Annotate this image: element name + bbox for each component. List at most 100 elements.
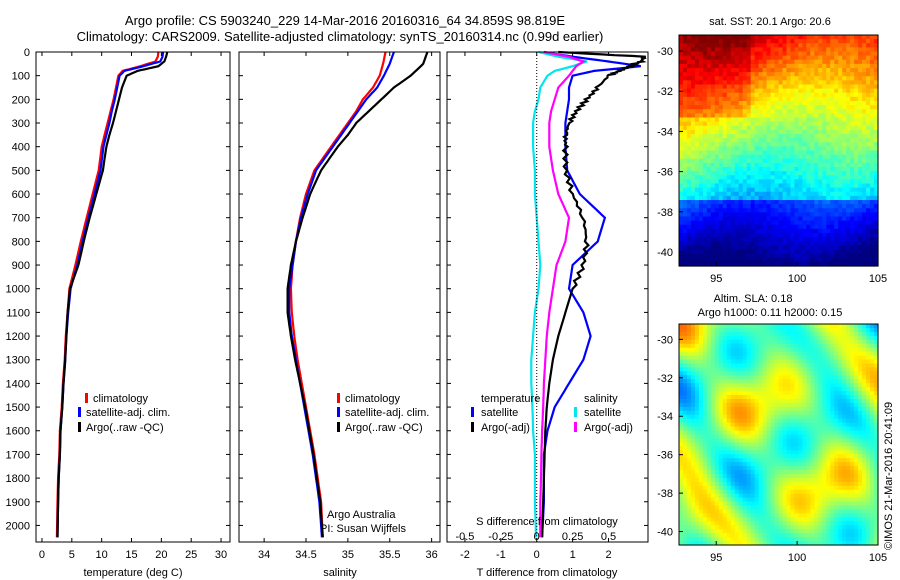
- map-cell: [758, 84, 764, 90]
- map-cell: [874, 134, 879, 139]
- map-cell: [866, 331, 871, 337]
- map-cell: [754, 51, 760, 57]
- map-cell: [822, 113, 827, 119]
- map-cell: [730, 466, 736, 471]
- map-cell: [682, 125, 688, 131]
- map-cell: [830, 391, 835, 396]
- map-cell: [854, 72, 859, 77]
- map-cell: [770, 35, 776, 40]
- map-cell: [714, 204, 720, 209]
- map-cell: [702, 237, 708, 242]
- map-cell: [874, 162, 879, 168]
- map-cell: [754, 257, 760, 263]
- map-cell: [734, 146, 740, 152]
- map-cell: [770, 105, 776, 110]
- map-cell: [774, 55, 780, 61]
- map-cell: [730, 261, 736, 267]
- map-cell: [750, 473, 756, 479]
- map-cell: [682, 134, 688, 139]
- map-cell: [826, 51, 831, 57]
- map-cell: [730, 458, 736, 463]
- map-cell: [790, 195, 796, 201]
- map-cell: [786, 204, 792, 209]
- map-cell: [762, 245, 768, 251]
- map-cell: [766, 43, 772, 48]
- map-cell: [810, 327, 815, 333]
- map-cell: [778, 335, 784, 341]
- map-cell: [746, 422, 752, 428]
- map-cell: [778, 339, 784, 345]
- map-cell: [754, 35, 760, 40]
- map-cell: [794, 162, 799, 168]
- map-cell: [810, 162, 815, 168]
- map-cell: [826, 347, 831, 353]
- map-cell: [846, 351, 851, 357]
- map-cell: [679, 220, 684, 226]
- map-cell: [870, 391, 875, 396]
- map-cell: [870, 129, 875, 135]
- map-cell: [814, 80, 819, 86]
- map-cell: [826, 167, 831, 172]
- map-cell: [706, 363, 712, 369]
- map-cell: [794, 470, 799, 475]
- map-cell: [746, 92, 752, 98]
- map-cell: [682, 228, 688, 234]
- map-cell: [778, 63, 784, 69]
- map-cell: [794, 371, 799, 376]
- map-cell: [726, 167, 732, 172]
- map-cell: [826, 422, 831, 428]
- map-cell: [810, 410, 815, 416]
- map-cell: [738, 335, 744, 341]
- map-cell: [782, 208, 788, 213]
- map-cell: [826, 224, 831, 230]
- map-cell: [746, 410, 752, 416]
- map-cell: [854, 426, 859, 432]
- map-cell: [694, 150, 700, 156]
- map-cell: [762, 466, 768, 471]
- map-cell: [742, 154, 748, 160]
- map-cell: [694, 363, 700, 369]
- map-cell: [818, 450, 823, 455]
- map-cell: [850, 212, 855, 218]
- map-cell: [814, 88, 819, 94]
- map-cell: [762, 113, 768, 119]
- map-cell: [862, 72, 867, 77]
- map-cell: [742, 442, 748, 447]
- map-cell: [862, 450, 867, 455]
- map-cell: [738, 324, 744, 329]
- map-cell: [786, 187, 792, 193]
- map-cell: [778, 80, 784, 86]
- map-cell: [714, 395, 720, 400]
- legend-swatch-satellite-adj: [337, 407, 340, 417]
- map-cell: [762, 454, 768, 459]
- map-cell: [790, 426, 796, 432]
- map-cell: [778, 228, 784, 234]
- map-cell: [710, 101, 716, 106]
- map-cell: [834, 84, 839, 90]
- map-cell: [874, 339, 879, 345]
- map-cell: [838, 142, 843, 147]
- map-cell: [806, 257, 811, 263]
- map-cell: [854, 422, 859, 428]
- map-cell: [794, 458, 799, 463]
- map-cell: [822, 150, 827, 156]
- map-cell: [730, 343, 736, 349]
- map-cell: [774, 72, 780, 77]
- map-cell: [782, 179, 788, 185]
- map-cell: [862, 134, 867, 139]
- map-cell: [786, 375, 792, 380]
- map-cell: [734, 105, 740, 110]
- map-cell: [738, 125, 744, 131]
- map-cell: [810, 220, 815, 226]
- map-cell: [806, 426, 811, 432]
- map-cell: [846, 179, 851, 185]
- map-cell: [818, 171, 823, 176]
- map-cell: [694, 473, 700, 479]
- map-cell: [770, 158, 776, 164]
- map-cell: [686, 395, 692, 400]
- map-cell: [858, 134, 863, 139]
- map-cell: [798, 212, 803, 218]
- map-cell: [874, 387, 879, 392]
- map-cell: [850, 347, 855, 353]
- map-cell: [782, 84, 788, 90]
